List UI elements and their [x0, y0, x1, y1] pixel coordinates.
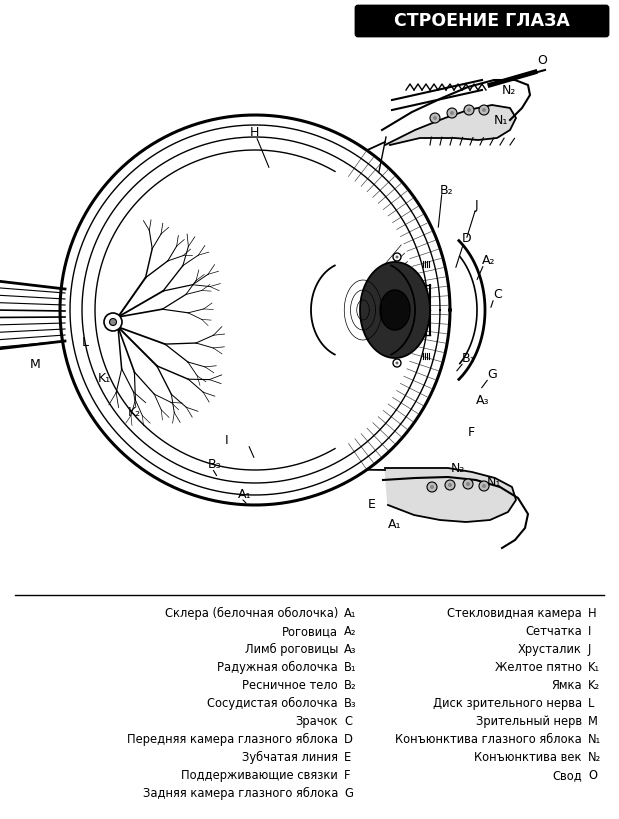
Text: A₃: A₃: [344, 643, 357, 656]
Text: Хрусталик: Хрусталик: [518, 643, 582, 656]
Circle shape: [396, 361, 399, 364]
Circle shape: [396, 256, 399, 259]
Circle shape: [482, 108, 486, 112]
Text: M: M: [30, 359, 41, 372]
Text: B₂: B₂: [440, 183, 454, 197]
Text: Ресничное тело: Ресничное тело: [242, 679, 338, 692]
Text: Задняя камера глазного яблока: Задняя камера глазного яблока: [142, 787, 338, 800]
Text: B₃: B₃: [208, 459, 222, 472]
Text: N₁: N₁: [588, 733, 601, 746]
Text: A₁: A₁: [388, 518, 402, 531]
Text: Сосудистая оболочка: Сосудистая оболочка: [207, 697, 338, 710]
Text: L: L: [588, 697, 594, 710]
Text: C: C: [493, 288, 502, 301]
Text: Зубчатая линия: Зубчатая линия: [242, 751, 338, 764]
Circle shape: [433, 116, 437, 120]
Text: A₁: A₁: [238, 488, 251, 501]
Circle shape: [447, 108, 457, 118]
Text: E: E: [368, 499, 376, 512]
Text: B₂: B₂: [344, 679, 357, 692]
Text: A₂: A₂: [344, 625, 357, 638]
Text: Зрачок: Зрачок: [295, 715, 338, 728]
Text: F: F: [344, 769, 350, 782]
Text: N₂: N₂: [588, 751, 601, 764]
Text: K₁: K₁: [98, 372, 111, 384]
Text: Передняя камера глазного яблока: Передняя камера глазного яблока: [127, 733, 338, 746]
Polygon shape: [385, 468, 516, 522]
Circle shape: [104, 313, 122, 331]
Circle shape: [430, 485, 434, 489]
Text: J: J: [475, 198, 478, 211]
Text: Склера (белочная оболочка): Склера (белочная оболочка): [165, 607, 338, 620]
Text: Свод: Свод: [552, 769, 582, 782]
Circle shape: [479, 105, 489, 115]
Text: N₁: N₁: [487, 477, 501, 490]
Circle shape: [393, 359, 401, 367]
Text: M: M: [588, 715, 598, 728]
Text: B₁: B₁: [344, 661, 357, 674]
Circle shape: [393, 253, 401, 261]
Text: Диск зрительного нерва: Диск зрительного нерва: [433, 697, 582, 710]
Circle shape: [467, 108, 471, 112]
Text: A₁: A₁: [344, 607, 357, 620]
Text: A₃: A₃: [476, 393, 490, 406]
Text: Зрительный нерв: Зрительный нерв: [476, 715, 582, 728]
Text: E: E: [344, 751, 351, 764]
Text: H: H: [250, 126, 259, 139]
Text: Конъюнктива глазного яблока: Конъюнктива глазного яблока: [396, 733, 582, 746]
Circle shape: [110, 319, 116, 325]
Text: Лимб роговицы: Лимб роговицы: [245, 643, 338, 656]
Text: Радужная оболочка: Радужная оболочка: [217, 661, 338, 674]
Text: СТРОЕНИЕ ГЛАЗА: СТРОЕНИЕ ГЛАЗА: [394, 12, 570, 30]
Text: I: I: [225, 433, 228, 446]
Text: Стекловидная камера: Стекловидная камера: [448, 607, 582, 620]
FancyBboxPatch shape: [356, 6, 608, 36]
Text: N₂: N₂: [502, 84, 516, 97]
Polygon shape: [360, 262, 430, 358]
Text: N₁: N₁: [494, 114, 508, 126]
Text: D: D: [462, 232, 472, 245]
Text: B₁: B₁: [462, 351, 475, 364]
Text: J: J: [588, 643, 591, 656]
Circle shape: [448, 483, 452, 487]
Text: C: C: [344, 715, 352, 728]
Text: G: G: [344, 787, 353, 800]
Circle shape: [464, 105, 474, 115]
Text: Желтое пятно: Желтое пятно: [495, 661, 582, 674]
Text: O: O: [588, 769, 597, 782]
Text: L: L: [82, 336, 89, 349]
Text: H: H: [588, 607, 597, 620]
Circle shape: [450, 111, 454, 115]
Text: K₁: K₁: [588, 661, 600, 674]
Text: G: G: [487, 369, 497, 382]
Circle shape: [445, 480, 455, 490]
Text: K₂: K₂: [128, 406, 141, 419]
Polygon shape: [385, 105, 516, 145]
Text: B₃: B₃: [344, 697, 357, 710]
Text: N₂: N₂: [451, 461, 465, 474]
Text: D: D: [344, 733, 353, 746]
Text: K₂: K₂: [588, 679, 600, 692]
Polygon shape: [380, 290, 410, 330]
Text: Сетчатка: Сетчатка: [526, 625, 582, 638]
Text: Роговица: Роговица: [282, 625, 338, 638]
Circle shape: [463, 479, 473, 489]
Circle shape: [479, 481, 489, 491]
Circle shape: [466, 482, 470, 486]
Text: A₂: A₂: [482, 254, 495, 266]
Text: I: I: [588, 625, 591, 638]
Circle shape: [482, 484, 486, 488]
Text: Поддерживающие связки: Поддерживающие связки: [181, 769, 338, 782]
Circle shape: [430, 113, 440, 123]
Circle shape: [427, 482, 437, 492]
Text: Ямка: Ямка: [552, 679, 582, 692]
Text: F: F: [468, 426, 475, 438]
Text: Конъюнктива век: Конъюнктива век: [475, 751, 582, 764]
Text: O: O: [537, 55, 547, 67]
